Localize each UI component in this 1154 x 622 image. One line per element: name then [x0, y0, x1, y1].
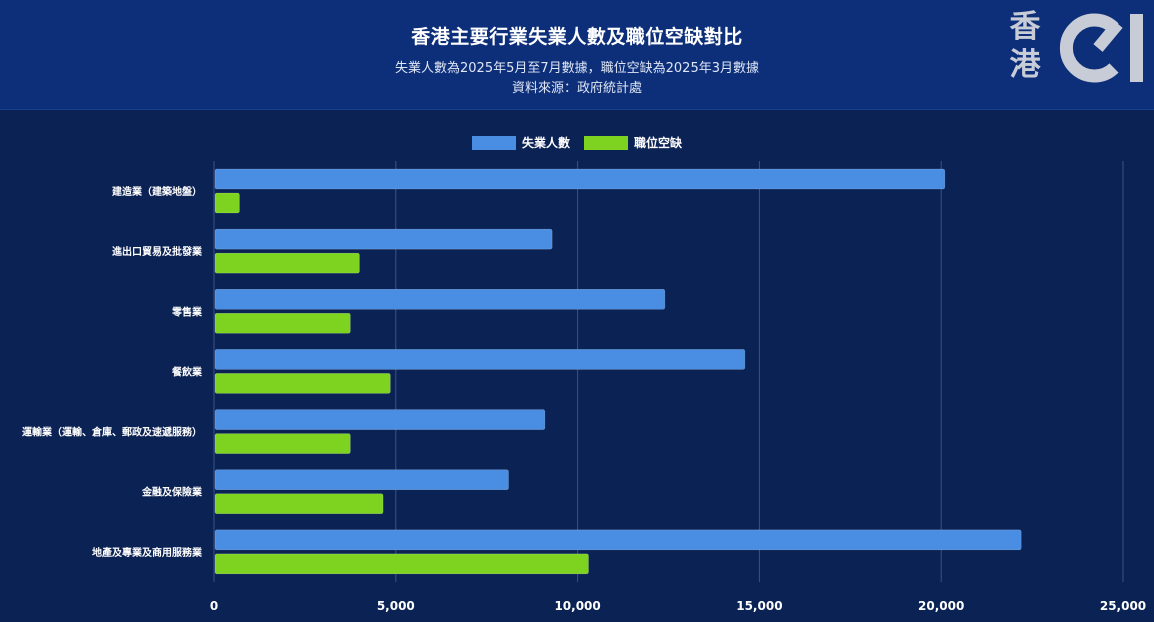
- x-tick-label: 10,000: [554, 599, 600, 613]
- legend-item-unemployed[interactable]: 失業人數: [471, 134, 570, 151]
- category-label: 零售業: [171, 305, 203, 318]
- hk01-logo: 香 港: [1006, 8, 1152, 88]
- bar-unemployed[interactable]: [214, 349, 746, 370]
- bar-unemployed[interactable]: [214, 409, 546, 430]
- legend-label-unemployed: 失業人數: [521, 136, 570, 150]
- chart-source: 資料來源：政府統計處: [511, 81, 642, 96]
- bar-vacancies[interactable]: [214, 373, 391, 394]
- x-tick-label: 25,000: [1100, 599, 1146, 613]
- legend-label-vacancies: 職位空缺: [634, 136, 683, 150]
- bar-unemployed[interactable]: [214, 529, 1022, 551]
- category-label: 地產及專業及商用服務業: [92, 546, 203, 559]
- x-tick-label: 20,000: [918, 599, 964, 613]
- bar-unemployed[interactable]: [214, 469, 509, 491]
- logo-mark-01: [1059, 13, 1143, 83]
- bar-unemployed[interactable]: [214, 228, 553, 250]
- chart-legend: 失業人數 職位空缺: [0, 134, 1154, 151]
- bar-vacancies[interactable]: [214, 192, 240, 214]
- x-tick-label: 15,000: [736, 599, 782, 613]
- logo-char-bottom: 港: [1009, 47, 1041, 83]
- bar-vacancies[interactable]: [214, 553, 589, 575]
- category-label: 餐飲業: [171, 365, 203, 378]
- x-tick-label: 5,000: [377, 599, 415, 613]
- legend-swatch-unemployed: [471, 135, 516, 150]
- chart-subtitle: 失業人數為2025年5月至7月數據，職位空缺為2025年3月數據: [395, 61, 759, 76]
- bar-vacancies[interactable]: [214, 312, 351, 334]
- bar-vacancies[interactable]: [214, 252, 360, 274]
- bar-vacancies[interactable]: [214, 433, 351, 454]
- bar-unemployed[interactable]: [214, 168, 946, 190]
- category-label: 運輸業（運輸、倉庫、郵政及速遞服務）: [22, 426, 202, 439]
- chart-header: 香港主要行業失業人數及職位空缺對比 失業人數為2025年5月至7月數據，職位空缺…: [0, 0, 1154, 110]
- chart-title: 香港主要行業失業人數及職位空缺對比: [411, 26, 743, 48]
- bar-unemployed[interactable]: [214, 288, 666, 310]
- category-label: 進出口貿易及批發業: [112, 245, 203, 258]
- category-label: 建造業（建築地盤）: [111, 185, 202, 198]
- logo-char-top: 香: [1009, 9, 1041, 45]
- bar-vacancies[interactable]: [214, 493, 384, 515]
- x-tick-label: 0: [210, 599, 218, 613]
- legend-swatch-vacancies: [584, 135, 628, 150]
- category-label: 金融及保險業: [141, 486, 203, 499]
- legend-item-vacancies[interactable]: 職位空缺: [584, 134, 682, 151]
